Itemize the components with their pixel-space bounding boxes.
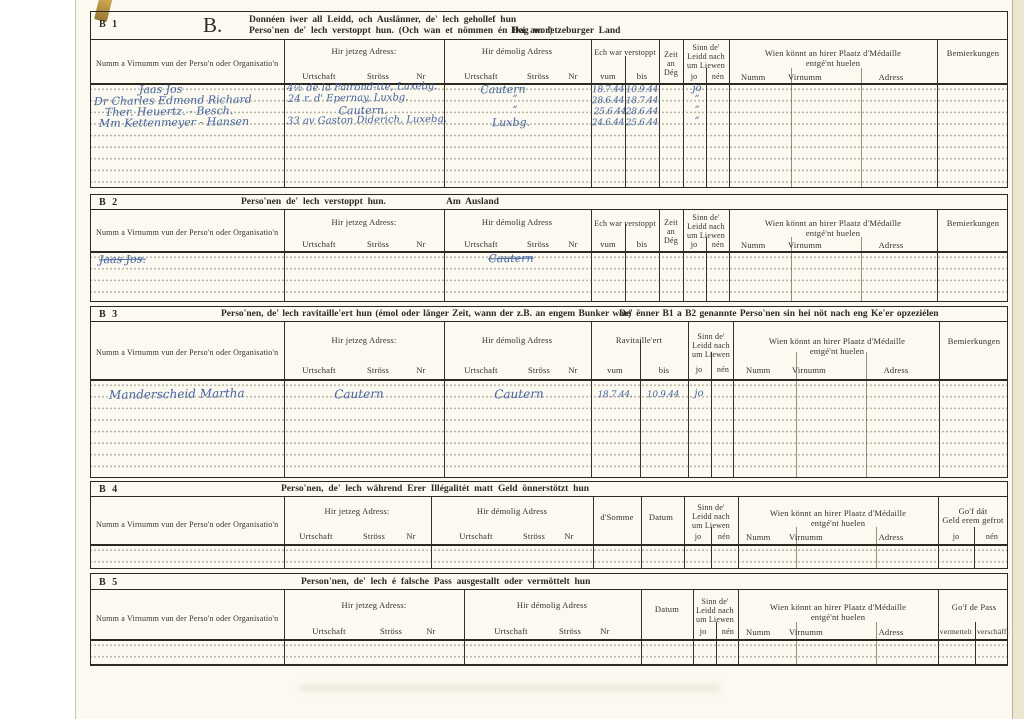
b4-col-money: Go'f dát (958, 506, 988, 516)
b5-col-addr-old: Hir démolig Adress (516, 600, 588, 610)
b1-entry-addr-now: 24 r. d' Epernay, Luxbg. (287, 92, 409, 105)
b5-col-addr-now: Hir jetzeg Adress: (341, 600, 407, 610)
section-b1-body (91, 85, 1007, 189)
section-b4-title: Perso'nen, de' lech während Erer Illégal… (281, 484, 590, 494)
b3-col-bemierkungen: Bemierkungen (947, 336, 1001, 346)
b3-col-addr-old: Hir démolig Adress (481, 335, 553, 345)
b2-entry-addr-old: Cautern (488, 251, 534, 266)
section-b2-title-right: Am Ausland (446, 197, 499, 207)
b4-col-datum: Datum (648, 512, 674, 522)
b1-col-alive: Sinn de' (692, 43, 720, 52)
section-b2-label: B 2 (99, 197, 120, 208)
b4-col-addr-now: Hir jetzeg Adress: (324, 506, 390, 516)
b1-col-addr-now: Hir jetzeg Adress: (331, 46, 397, 56)
section-b3-label: B 3 (99, 309, 120, 320)
b3-col-medal: Wien könnt an hirer Plaatz d'Médaille (768, 336, 906, 346)
b1-entry-addr-now: 33 av Gaston Diderich, Luxebg. (286, 113, 448, 128)
b1-col-bemierkungen: Bemierkungen (946, 48, 1000, 58)
b3-col-addr-now: Hir jetzeg Adress: (331, 335, 397, 345)
b2-col-bemierkungen: Bemierkungen (946, 218, 1000, 228)
b2-entry-name: Jaas Jos. (98, 252, 146, 267)
b4-col-name: Numm a Virnumm vun der Perso'n oder Orga… (96, 520, 279, 529)
section-b2-body (91, 253, 1007, 301)
section-b4-titlebar: B 4 Perso'nen, de' lech während Erer Ill… (91, 482, 1007, 497)
section-b3-titlebar: B 3 Perso'nen, de' lech ravitaille'ert h… (91, 307, 1007, 322)
section-b1-title-right: Hei am letzeburger Land (511, 26, 621, 36)
b2-col-zeit: Zeit (664, 218, 678, 227)
b2-col-medal: Wien könnt an hirer Plaatz d'Médaille (764, 218, 902, 228)
b5-col-alive: Sinn de' (701, 597, 729, 606)
section-b1-title-line2: Perso'nen de' lech verstoppt hun. (Och w… (249, 26, 553, 36)
b1-col-medal: Wien könnt an hirer Plaatz d'Médaille (764, 48, 902, 58)
section-b5-title: Person'nen, de' lech é falsche Pass ausg… (301, 577, 591, 587)
section-b2: B 2 Perso'nen de' lech verstoppt hun. Am… (90, 194, 1008, 302)
b1-entry-name: Mm Kettenmeyer - Hansen (98, 114, 250, 131)
b4-col-alive: Sinn de' (697, 503, 725, 512)
section-b5-body (91, 641, 1007, 664)
b2-col-alive: Sinn de' (692, 213, 720, 222)
section-b5-label: B 5 (99, 577, 120, 588)
b1-col-zeit: Zeit (664, 50, 678, 59)
b3-col-name: Numm a Virnumm vun der Perso'n oder Orga… (96, 348, 279, 357)
section-b3-body (91, 381, 1007, 477)
section-b1-title-line1: Donnéen iwer all Leidd, och Auslänner, d… (249, 15, 517, 25)
b1-entry-addr-old: Cautern (480, 82, 526, 97)
section-b4-body (91, 546, 1007, 567)
b1-col-name: Numm a Virnumm vun der Perso'n oder Orga… (96, 59, 279, 68)
section-b3: B 3 Perso'nen, de' lech ravitaille'ert h… (90, 306, 1008, 478)
b1-col-verstoppt: Ech war verstoppt (594, 48, 656, 57)
section-b5: B 5 Person'nen, de' lech é falsche Pass … (90, 573, 1009, 666)
b4-col-somme: d'Somme (600, 512, 634, 522)
b2-col-verstoppt: Ech war verstoppt (594, 219, 656, 228)
b2-col-addr-old: Hir démolig Adress (481, 217, 553, 227)
b3-entry-addr-old: Cautern (494, 386, 544, 402)
b1-col-addr-old: Hir démolig Adress (481, 46, 553, 56)
b3-col-alive: Sinn de' (697, 332, 725, 341)
section-b1-titlebar: B 1 B. Donnéen iwer all Leidd, och Auslä… (91, 12, 1007, 40)
b4-col-addr-old: Hir démolig Adress (476, 506, 548, 516)
page-fold-strip (1013, 0, 1024, 719)
section-b4-label: B 4 (99, 484, 120, 495)
section-b1: B 1 B. Donnéen iwer all Leidd, och Auslä… (90, 11, 1008, 189)
section-b3-title-right: De' ënner B1 a B2 genannte Perso'nen sin… (619, 309, 939, 319)
b5-col-name: Numm a Virnumm vun der Perso'n oder Orga… (96, 614, 279, 623)
b2-col-addr-now: Hir jetzeg Adress: (331, 217, 397, 227)
b5-col-datum: Datum (654, 604, 680, 614)
b5-col-pass: Go'f de Pass (951, 602, 997, 612)
b5-col-medal: Wien könnt an hirer Plaatz d'Médaille (769, 602, 907, 612)
section-b2-title: Perso'nen de' lech verstoppt hun. (241, 197, 386, 207)
b3-col-ravitailleert: Ravitaille'ert (615, 335, 663, 345)
b3-entry-addr-now: Cautern (334, 386, 384, 402)
b3-entry-name: Manderscheid Martha (108, 386, 245, 402)
section-b2-titlebar: B 2 Perso'nen de' lech verstoppt hun. Am… (91, 195, 1007, 210)
section-b4: B 4 Perso'nen, de' lech während Erer Ill… (90, 481, 1008, 569)
b4-col-medal: Wien könnt an hirer Plaatz d'Médaille (769, 508, 907, 518)
scan-smudge (300, 685, 720, 691)
section-b3-title: Perso'nen, de' lech ravitaille'ert hun (… (221, 309, 632, 319)
section-b1-big-letter: B. (203, 13, 223, 37)
page-fold-line (1012, 0, 1013, 719)
b2-col-name: Numm a Virnumm vun der Perso'n oder Orga… (96, 228, 279, 237)
section-b1-label: B 1 (99, 19, 120, 30)
section-b5-titlebar: B 5 Person'nen, de' lech é falsche Pass … (91, 574, 1007, 590)
